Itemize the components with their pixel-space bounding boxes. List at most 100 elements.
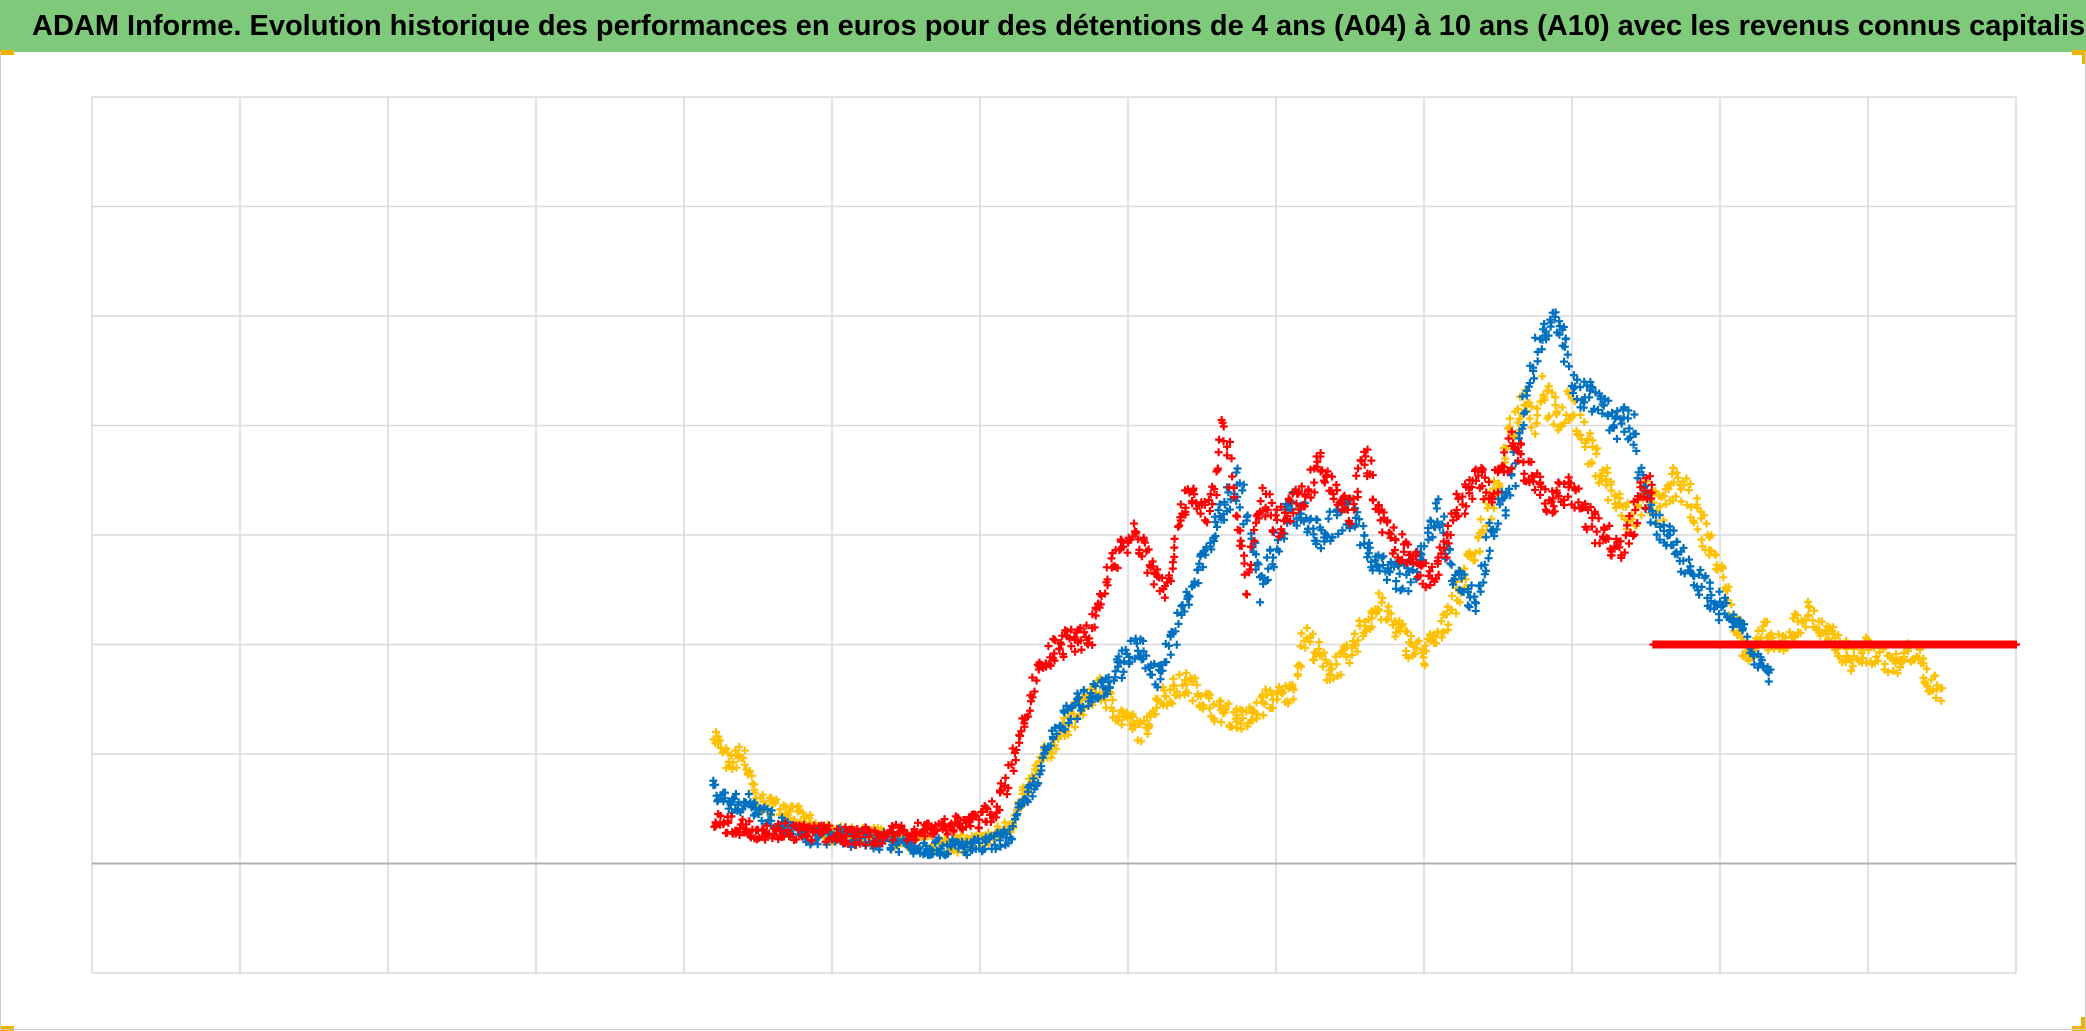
- chart-grid: [91, 96, 2017, 974]
- data-point: [767, 806, 776, 815]
- data-point: [1044, 642, 1053, 651]
- data-point: [1229, 483, 1238, 492]
- data-point: [1378, 561, 1387, 570]
- data-point: [1533, 357, 1542, 366]
- data-point: [1482, 488, 1491, 497]
- data-point: [1462, 502, 1471, 511]
- data-point: [1533, 347, 1542, 356]
- data-point: [1458, 492, 1467, 501]
- data-point: [1306, 493, 1315, 502]
- data-point: [1503, 467, 1512, 476]
- selection-handle[interactable]: [2072, 50, 2086, 55]
- data-point: [1017, 802, 1026, 811]
- data-point: [1606, 477, 1615, 486]
- selection-handle[interactable]: [2082, 50, 2086, 64]
- data-point: [1117, 720, 1126, 729]
- data-point: [1647, 488, 1656, 497]
- data-point: [1285, 496, 1294, 505]
- data-point: [763, 805, 772, 814]
- data-point: [1519, 421, 1528, 430]
- data-point: [943, 830, 952, 839]
- data-point: [1269, 553, 1278, 562]
- data-point: [1246, 542, 1255, 551]
- data-point: [1641, 504, 1650, 513]
- data-point: [1900, 655, 1909, 664]
- data-point: [1259, 573, 1268, 582]
- data-point: [1166, 685, 1175, 694]
- data-point: [1647, 480, 1656, 489]
- data-point: [1420, 542, 1429, 551]
- data-point: [1383, 518, 1392, 527]
- data-point: [1689, 516, 1698, 525]
- data-point: [728, 764, 737, 773]
- data-point: [1540, 319, 1549, 328]
- data-point: [1313, 515, 1322, 524]
- data-point: [1646, 518, 1655, 527]
- data-point: [1198, 704, 1207, 713]
- data-point: [1623, 414, 1632, 423]
- data-point: [1721, 593, 1729, 602]
- data-point: [1153, 565, 1162, 574]
- data-point: [1494, 519, 1503, 528]
- data-point: [1315, 638, 1324, 647]
- data-point: [1564, 492, 1573, 501]
- data-point: [1631, 505, 1640, 514]
- data-point: [1205, 506, 1214, 515]
- data-point: [1558, 403, 1567, 412]
- data-point: [940, 815, 949, 824]
- data-point: [1287, 505, 1296, 514]
- data-point: [1544, 382, 1553, 391]
- data-point: [1471, 548, 1480, 557]
- data-point: [1507, 464, 1516, 473]
- data-point: [1554, 492, 1563, 501]
- data-point: [1484, 477, 1493, 486]
- data-point: [1131, 529, 1140, 538]
- data-point: [762, 821, 771, 830]
- data-point: [851, 838, 860, 847]
- data-point: [1938, 684, 1947, 693]
- selection-handle[interactable]: [2072, 1026, 2086, 1031]
- data-point: [1551, 393, 1560, 402]
- data-point: [1076, 636, 1085, 645]
- selection-handle[interactable]: [0, 1026, 14, 1031]
- data-point: [1139, 647, 1148, 656]
- data-point: [1582, 525, 1591, 534]
- data-point: [966, 822, 975, 831]
- data-point: [1551, 401, 1560, 410]
- data-point: [1441, 554, 1450, 563]
- selection-handle[interactable]: [0, 50, 14, 55]
- data-point: [1236, 526, 1245, 535]
- data-point: [1580, 417, 1589, 426]
- data-point: [1623, 499, 1632, 508]
- data-point: [1604, 411, 1613, 420]
- data-point: [1237, 724, 1246, 733]
- data-point: [1552, 407, 1561, 416]
- data-point: [1050, 636, 1059, 645]
- data-point: [1446, 531, 1455, 540]
- data-point: [1356, 456, 1365, 465]
- data-point: [1272, 505, 1281, 514]
- data-point: [1175, 521, 1184, 530]
- selection-handle[interactable]: [2081, 1017, 2086, 1031]
- data-point: [1210, 717, 1219, 726]
- data-point: [1017, 727, 1026, 736]
- data-point: [1256, 497, 1265, 506]
- data-point: [770, 830, 779, 839]
- data-point: [1378, 593, 1387, 602]
- data-point: [1139, 716, 1148, 725]
- data-point: [1103, 689, 1112, 698]
- data-point: [1263, 575, 1272, 584]
- data-point: [1268, 690, 1277, 699]
- data-point: [1431, 499, 1440, 508]
- data-point: [1398, 555, 1407, 564]
- data-point: [1591, 388, 1600, 397]
- data-point: [1028, 673, 1037, 682]
- data-point: [1240, 551, 1249, 560]
- data-point: [1669, 463, 1678, 472]
- data-point: [1595, 539, 1604, 548]
- data-point: [1288, 680, 1297, 689]
- data-point: [1360, 617, 1369, 626]
- data-point: [1161, 692, 1170, 701]
- data-point: [1367, 456, 1376, 465]
- data-point: [1779, 631, 1788, 640]
